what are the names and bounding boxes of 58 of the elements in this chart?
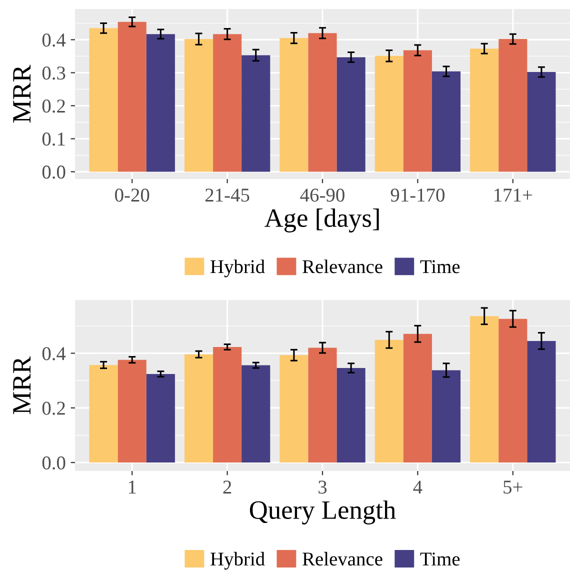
y-axis-title: MRR xyxy=(13,356,30,414)
bar xyxy=(89,365,118,463)
bar xyxy=(336,368,366,463)
bar xyxy=(403,334,432,463)
bar xyxy=(280,38,308,172)
bar xyxy=(118,360,146,463)
y-tick-label: 0.4 xyxy=(42,34,66,47)
x-tick-label: 46-90 xyxy=(300,188,344,202)
bar xyxy=(146,34,175,172)
y-tick-label: 0.1 xyxy=(42,132,65,146)
bar xyxy=(213,34,242,172)
x-tick-label: 21-45 xyxy=(205,188,250,202)
y-axis-title: MRR xyxy=(13,64,30,123)
legend-label: Time xyxy=(420,260,460,274)
y-tick-label: 0.3 xyxy=(42,66,66,80)
x-tick-label: 5+ xyxy=(504,480,522,494)
bar xyxy=(432,370,461,463)
bar xyxy=(213,346,242,463)
bar xyxy=(308,348,337,463)
bar xyxy=(374,56,404,172)
x-axis-title: Age [days] xyxy=(264,208,379,232)
bar xyxy=(118,22,146,172)
bar xyxy=(470,48,499,172)
bar xyxy=(89,28,118,172)
bar xyxy=(374,340,404,463)
legend-label: Hybrid xyxy=(210,552,265,570)
bar xyxy=(242,365,270,463)
bar xyxy=(527,340,556,463)
x-tick-label: 0-20 xyxy=(115,188,150,202)
bar xyxy=(308,33,337,172)
bar xyxy=(498,318,528,463)
y-tick-label: 0.2 xyxy=(42,402,65,415)
y-tick-label: 0.2 xyxy=(42,100,65,113)
legend-label: Hybrid xyxy=(210,260,265,278)
bar xyxy=(242,55,270,172)
x-tick-label: 91-170 xyxy=(390,188,444,202)
bar xyxy=(184,354,214,463)
bar xyxy=(403,50,432,172)
bar xyxy=(527,72,556,172)
x-tick-label: 171+ xyxy=(494,188,532,202)
y-tick-label: 0.4 xyxy=(42,347,66,360)
bar xyxy=(470,316,499,463)
x-tick-label: 1 xyxy=(128,480,136,494)
bar xyxy=(280,355,308,463)
x-axis-title: Query Length xyxy=(250,500,396,524)
legend-label: Relevance xyxy=(302,552,382,566)
bar xyxy=(432,71,461,172)
bar xyxy=(184,39,214,172)
legend-label: Relevance xyxy=(302,260,382,274)
x-tick-label: 3 xyxy=(318,480,327,494)
x-tick-label: 4 xyxy=(413,480,422,494)
x-tick-label: 2 xyxy=(223,480,232,494)
bar xyxy=(336,57,366,172)
y-tick-label: 0.0 xyxy=(42,166,66,179)
bar xyxy=(146,374,175,463)
y-tick-label: 0.0 xyxy=(42,456,66,470)
legend-label: Time xyxy=(420,552,460,566)
bar xyxy=(498,39,528,172)
